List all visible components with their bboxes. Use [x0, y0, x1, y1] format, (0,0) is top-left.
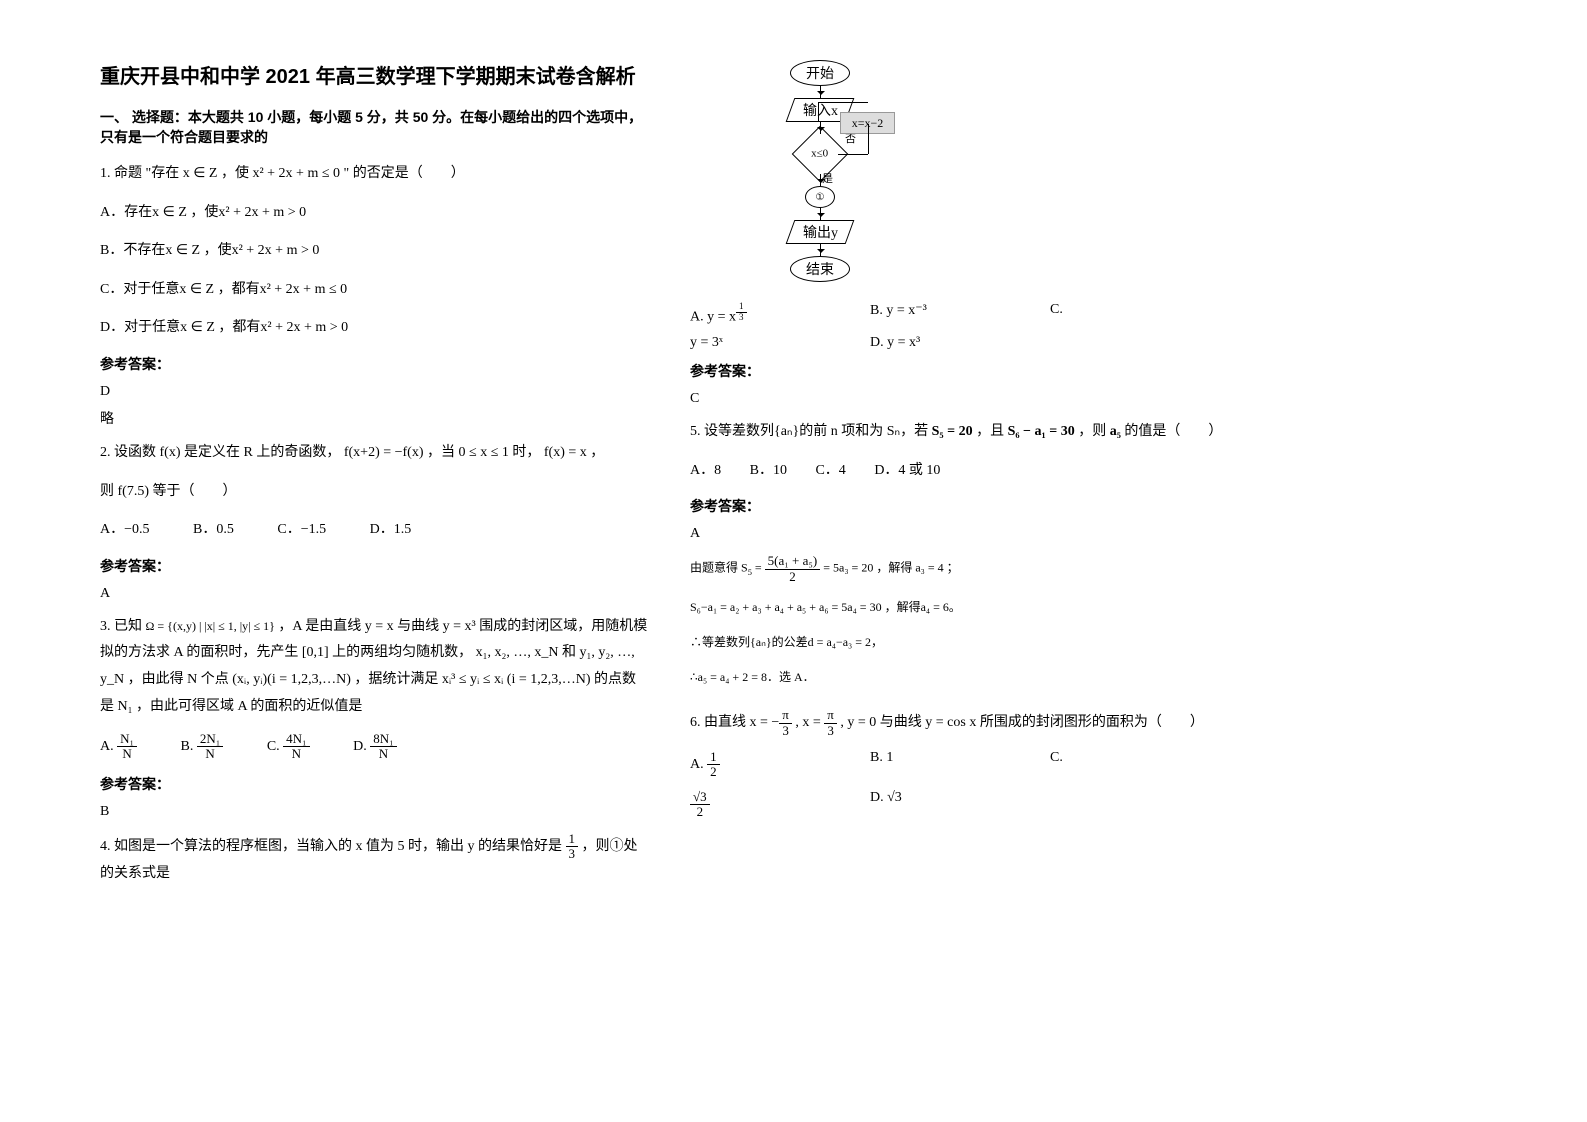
q2-answer-label: 参考答案：: [100, 556, 650, 576]
q5-expl3: ∴等差数列{aₙ}的公差d = a₄−a₃ = 2，: [690, 631, 1487, 654]
q1-opt-d: D．对于任意x ∈ Z ，都有x² + 2x + m > 0: [100, 315, 650, 342]
q4-answer-label: 参考答案：: [690, 361, 1487, 381]
q5-answer-label: 参考答案：: [690, 496, 1487, 516]
q3-opts: A. N₁N B. 2N₁N C. 4N₁N D. 8N₁N: [100, 732, 650, 762]
question-1: 1. 命题 "存在 x ∈ Z ，使 x² + 2x + m ≤ 0 " 的否定…: [100, 161, 650, 188]
question-4: 4. 如图是一个算法的程序框图，当输入的 x 值为 5 时，输出 y 的结果恰好…: [100, 832, 650, 888]
q5-answer: A: [690, 526, 1487, 542]
q1-opt-a: A．存在x ∈ Z ，使x² + 2x + m > 0: [100, 200, 650, 227]
q5-expl4: ∴a₅ = a₄ + 2 = 8．选 A．: [690, 666, 1487, 689]
q-num: 1.: [100, 166, 111, 181]
q2-opts: A．−0.5 B．0.5 C．−1.5 D．1.5: [100, 517, 650, 544]
q2-line2: 则 f(7.5) 等于（ ）: [100, 479, 650, 506]
fc-output: 输出y: [786, 220, 855, 244]
q1-expl: 略: [100, 408, 650, 428]
q5-opts: A．8 B．10 C．4 D．4 或 10: [690, 458, 1487, 485]
page-title: 重庆开县中和中学 2021 年高三数学理下学期期末试卷含解析: [100, 60, 650, 89]
q2-answer: A: [100, 586, 650, 602]
question-5: 5. 设等差数列{aₙ}的前 n 项和为 Sₙ，若 S₅ = 20 ，且 S₆ …: [690, 419, 1487, 446]
q5-expl1: 由题意得 S5 = 5(a₁ + a₅)2 = 5a₃ = 20 ，解得 a₃ …: [690, 554, 1487, 584]
q4-opts: A. y = x13 B. y = x⁻³ C.: [690, 302, 1487, 325]
question-6: 6. 由直线 x = −π3 , x = π3 , y = 0 与曲线 y = …: [690, 708, 1487, 738]
fc-mark: ①: [805, 186, 835, 208]
section-heading: 一、 选择题：本大题共 10 小题，每小题 5 分，共 50 分。在每小题给出的…: [100, 107, 650, 147]
fc-end: 结束: [790, 256, 850, 282]
q6-opts-row2: √32 D. √3: [690, 790, 1487, 820]
flowchart: 开始 输入x x≤0 否 是 x=x−2 ① 输出y 结束: [720, 60, 920, 282]
q1-answer: D: [100, 384, 650, 400]
q1-opt-b: B．不存在x ∈ Z ，使x² + 2x + m > 0: [100, 238, 650, 265]
fc-start: 开始: [790, 60, 850, 86]
q1-opt-c: C．对于任意x ∈ Z ，都有x² + 2x + m ≤ 0: [100, 277, 650, 304]
q4-answer: C: [690, 391, 1487, 407]
q3-answer-label: 参考答案：: [100, 774, 650, 794]
q1-answer-label: 参考答案：: [100, 354, 650, 374]
q6-opts-row1: A. 12 B. 1 C.: [690, 750, 1487, 780]
q3-answer: B: [100, 804, 650, 820]
q5-expl2: S₆−a₁ = a₂ + a₃ + a₄ + a₅ + a₆ = 5a₄ = 3…: [690, 596, 1487, 619]
question-2: 2. 设函数 f(x) 是定义在 R 上的奇函数， f(x+2) = −f(x)…: [100, 440, 650, 467]
question-3: 3. 已知 Ω = {(x,y) | |x| ≤ 1, |y| ≤ 1} ，A …: [100, 614, 650, 720]
